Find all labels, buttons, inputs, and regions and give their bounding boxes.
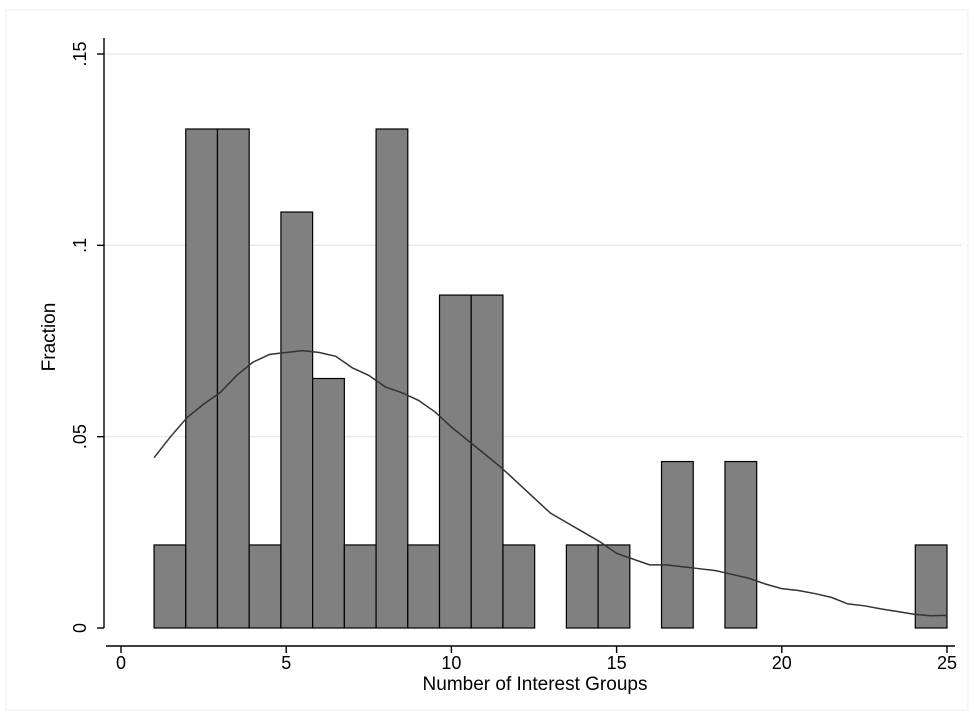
histogram-bar: [312, 377, 345, 629]
density-curve: [153, 349, 948, 617]
histogram-bar: [407, 544, 441, 629]
histogram-bar: [343, 544, 377, 629]
histogram-bar: [438, 294, 472, 629]
histogram-bar: [502, 544, 536, 629]
histogram-bar: [248, 544, 282, 629]
histogram-bar: [724, 460, 758, 629]
x-tick-label: 15: [607, 653, 627, 673]
y-tick-label: 0: [70, 623, 90, 633]
y-tick-label: .05: [70, 424, 90, 449]
x-axis-ticks: 0 5 10 15 20 25: [116, 646, 957, 673]
x-tick-label: 25: [937, 653, 957, 673]
histogram-bar: [185, 128, 219, 629]
histogram-bar: [565, 544, 599, 629]
y-axis-title: Fraction: [39, 303, 60, 372]
y-axis-ticks: 0 .05 .1 .15: [70, 41, 104, 633]
histogram-bar: [470, 294, 504, 629]
histogram-bar: [153, 544, 187, 629]
y-tick-label: .15: [70, 41, 90, 66]
x-tick-label: 0: [116, 653, 126, 673]
histogram-bar: [597, 544, 631, 629]
x-tick-label: 5: [281, 653, 291, 673]
x-tick-label: 10: [441, 653, 461, 673]
histogram-bar: [280, 211, 314, 629]
x-tick-label: 20: [772, 653, 792, 673]
histogram-bar: [660, 460, 694, 629]
y-tick-label: .1: [70, 238, 90, 253]
x-axis-title: Number of Interest Groups: [423, 674, 648, 695]
histogram-bar: [375, 128, 409, 629]
axes: [103, 38, 955, 647]
